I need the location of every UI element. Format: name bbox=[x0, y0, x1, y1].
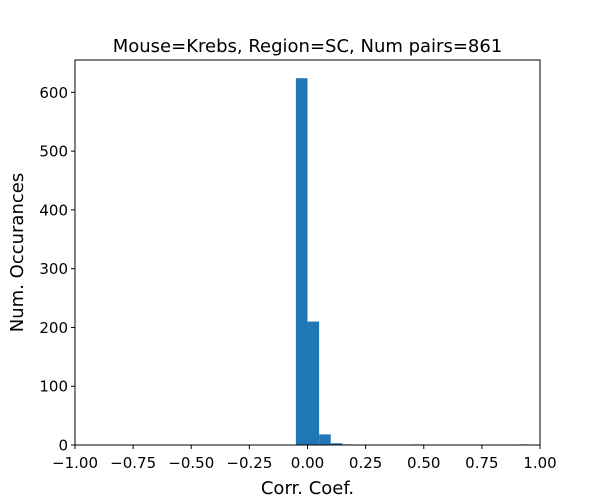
x-tick-label: −0.75 bbox=[110, 454, 156, 472]
x-tick-label: 0.25 bbox=[349, 454, 382, 472]
y-tick-label: 200 bbox=[39, 319, 68, 337]
y-axis-ticks: 0 100 200 300 400 500 600 bbox=[39, 84, 75, 455]
histogram-bar bbox=[307, 321, 320, 445]
x-tick-label: 0.00 bbox=[291, 454, 324, 472]
x-tick-label: −0.25 bbox=[226, 454, 272, 472]
x-axis-label: Corr. Coef. bbox=[261, 478, 354, 499]
x-tick-label: 0.50 bbox=[407, 454, 440, 472]
y-axis-label: Num. Occurances bbox=[7, 173, 28, 332]
y-tick-label: 600 bbox=[39, 84, 68, 102]
histogram-bar bbox=[295, 78, 308, 445]
x-axis-ticks: −1.00 −0.75 −0.50 −0.25 0.00 0.25 0.50 0.75 1.00 bbox=[52, 445, 557, 472]
y-tick-label: 300 bbox=[39, 260, 68, 278]
chart-title: Mouse=Krebs, Region=SC, Num pairs=861 bbox=[113, 36, 503, 57]
x-tick-label: 1.00 bbox=[523, 454, 556, 472]
x-tick-label: 0.75 bbox=[465, 454, 498, 472]
histogram-bar bbox=[330, 443, 343, 445]
histogram-bars bbox=[295, 78, 529, 445]
y-tick-label: 400 bbox=[39, 201, 68, 219]
x-tick-label: −0.50 bbox=[168, 454, 214, 472]
x-tick-label: −1.00 bbox=[52, 454, 98, 472]
y-tick-label: 0 bbox=[58, 437, 68, 455]
y-tick-label: 500 bbox=[39, 143, 68, 161]
histogram-bar bbox=[319, 434, 331, 445]
y-tick-label: 100 bbox=[39, 378, 68, 396]
